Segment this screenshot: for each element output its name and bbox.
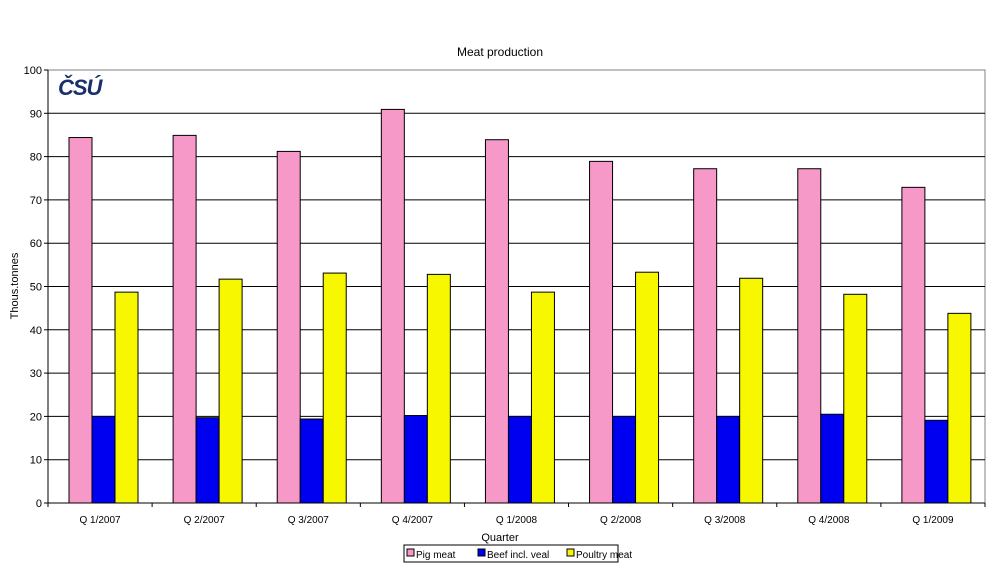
bar-poultry-meat-5 <box>635 271 660 504</box>
x-tick-label: Q 1/2008 <box>496 515 538 526</box>
bar-beef-incl-veal-0 <box>91 415 116 504</box>
y-tick-label: 70 <box>30 195 42 207</box>
legend-label: Pig meat <box>416 550 456 561</box>
bar-beef-incl-veal-5 <box>612 415 637 504</box>
bar-beef-incl-veal-4 <box>507 415 532 504</box>
bar-poultry-meat-0 <box>114 291 139 504</box>
x-tick-label: Q 1/2009 <box>912 515 954 526</box>
y-tick-label: 0 <box>36 498 42 510</box>
bar-beef-incl-veal-2 <box>299 418 324 504</box>
y-tick-label: 30 <box>30 368 42 380</box>
y-tick-label: 10 <box>30 455 42 467</box>
bar-beef-incl-veal-1 <box>195 417 220 504</box>
bar-pig-meat-0 <box>68 137 93 504</box>
y-tick-label: 50 <box>30 282 42 294</box>
bar-pig-meat-3 <box>380 108 405 504</box>
y-tick-label: 20 <box>30 411 42 423</box>
bar-beef-incl-veal-3 <box>403 415 428 504</box>
bar-pig-meat-4 <box>484 139 509 504</box>
x-tick-label: Q 4/2007 <box>392 515 434 526</box>
bar-poultry-meat-7 <box>843 293 868 504</box>
chart-title: Meat production <box>457 45 543 59</box>
y-tick-label: 80 <box>30 152 42 164</box>
legend-label: Poultry meat <box>576 550 632 561</box>
bar-beef-incl-veal-6 <box>716 415 741 504</box>
legend-label: Beef incl. veal <box>487 550 549 561</box>
y-axis-label: Thous.tonnes <box>9 252 21 319</box>
y-tick-label: 60 <box>30 238 42 250</box>
legend-swatch <box>477 548 486 557</box>
csu-logo-text: ČSÚ <box>58 75 104 100</box>
bar-pig-meat-7 <box>797 168 822 504</box>
x-tick-label: Q 2/2008 <box>600 515 642 526</box>
bar-pig-meat-2 <box>276 150 301 504</box>
x-tick-label: Q 3/2008 <box>704 515 746 526</box>
bar-poultry-meat-6 <box>739 277 764 504</box>
y-tick-label: 40 <box>30 325 42 337</box>
bar-poultry-meat-4 <box>530 291 555 504</box>
y-tick-label: 100 <box>24 65 42 77</box>
legend-swatch <box>406 548 415 557</box>
x-axis-label: Quarter <box>481 532 519 544</box>
legend: Pig meat Beef incl. veal Poultry meat <box>403 544 632 563</box>
bar-poultry-meat-8 <box>947 312 972 504</box>
bar-poultry-meat-3 <box>426 273 451 504</box>
csu-logo: ČSÚ <box>58 75 105 100</box>
bar-pig-meat-5 <box>589 160 614 504</box>
bar-poultry-meat-1 <box>218 278 243 504</box>
x-tick-label: Q 1/2007 <box>79 515 121 526</box>
y-tick-label: 90 <box>30 108 42 120</box>
x-tick-label: Q 4/2008 <box>808 515 850 526</box>
x-tick-label: Q 2/2007 <box>184 515 226 526</box>
legend-box <box>403 544 619 563</box>
bar-pig-meat-8 <box>901 186 926 504</box>
x-tick-label: Q 3/2007 <box>288 515 330 526</box>
legend-swatch <box>566 548 575 557</box>
bar-pig-meat-6 <box>693 168 718 504</box>
bar-beef-incl-veal-8 <box>924 419 949 504</box>
bar-poultry-meat-2 <box>322 272 347 504</box>
bar-beef-incl-veal-7 <box>820 413 845 504</box>
bar-pig-meat-1 <box>172 134 197 504</box>
